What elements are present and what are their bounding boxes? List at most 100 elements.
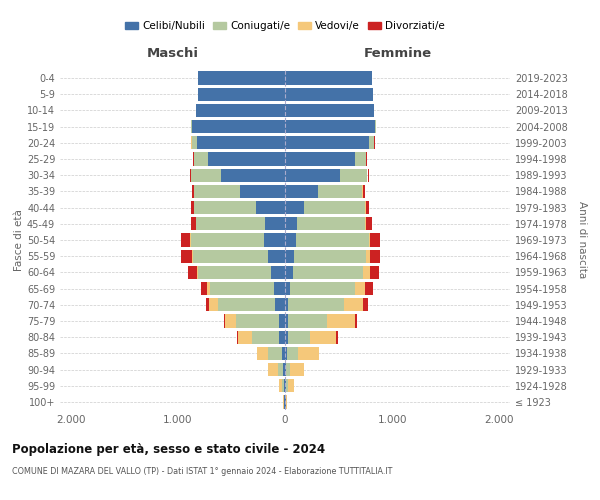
Bar <box>263 234 285 246</box>
Bar <box>210 282 274 295</box>
Bar <box>285 250 293 263</box>
Y-axis label: Fasce di età: Fasce di età <box>14 209 24 271</box>
Bar <box>191 234 263 246</box>
Bar <box>238 330 252 344</box>
Bar <box>252 330 278 344</box>
Bar <box>362 185 365 198</box>
Bar <box>370 234 380 246</box>
Bar <box>285 282 290 295</box>
Bar <box>310 330 337 344</box>
Bar <box>366 201 369 214</box>
Bar <box>365 217 367 230</box>
Bar <box>278 379 282 392</box>
Bar <box>198 266 271 279</box>
Bar <box>196 217 265 230</box>
Bar <box>197 136 285 149</box>
Bar <box>285 314 288 328</box>
Text: Femmine: Femmine <box>364 48 431 60</box>
Bar <box>290 363 304 376</box>
Bar <box>196 104 285 117</box>
Bar <box>370 250 380 263</box>
Text: Popolazione per età, sesso e stato civile - 2024: Popolazione per età, sesso e stato civil… <box>12 442 325 456</box>
Bar <box>286 379 288 392</box>
Bar <box>274 282 285 295</box>
Bar <box>206 298 209 312</box>
Bar <box>268 363 278 376</box>
Bar <box>368 168 369 182</box>
Bar <box>285 298 288 312</box>
Bar <box>298 346 319 360</box>
Bar <box>288 298 344 312</box>
Bar <box>192 250 193 263</box>
Bar <box>288 330 310 344</box>
Bar <box>290 282 355 295</box>
Bar <box>275 298 285 312</box>
Bar <box>257 346 268 360</box>
Bar <box>192 120 285 134</box>
Bar <box>278 330 285 344</box>
Bar <box>191 217 196 230</box>
Bar <box>240 185 285 198</box>
Bar <box>285 168 340 182</box>
Bar <box>188 266 197 279</box>
Bar <box>181 250 192 263</box>
Bar <box>355 314 357 328</box>
Bar <box>285 363 286 376</box>
Bar <box>193 250 268 263</box>
Bar <box>192 185 194 198</box>
Bar <box>265 217 285 230</box>
Bar <box>197 266 198 279</box>
Bar <box>194 201 256 214</box>
Bar <box>285 266 293 279</box>
Bar <box>285 104 374 117</box>
Bar <box>194 185 240 198</box>
Bar <box>304 201 365 214</box>
Bar <box>285 217 297 230</box>
Bar <box>284 379 285 392</box>
Bar <box>194 152 208 166</box>
Bar <box>296 234 368 246</box>
Bar <box>375 120 376 134</box>
Bar <box>365 282 373 295</box>
Bar <box>285 88 373 101</box>
Bar <box>293 250 367 263</box>
Bar <box>282 379 284 392</box>
Bar <box>367 250 370 263</box>
Bar <box>191 120 192 134</box>
Bar <box>370 266 379 279</box>
Bar <box>268 346 282 360</box>
Bar <box>198 72 285 85</box>
Bar <box>191 168 221 182</box>
Bar <box>344 298 363 312</box>
Bar <box>256 201 285 214</box>
Bar <box>190 168 191 182</box>
Bar <box>293 266 363 279</box>
Legend: Celibi/Nubili, Coniugati/e, Vedovi/e, Divorziati/e: Celibi/Nubili, Coniugati/e, Vedovi/e, Di… <box>125 21 445 31</box>
Bar <box>268 250 285 263</box>
Bar <box>288 379 293 392</box>
Bar <box>363 266 370 279</box>
Bar <box>363 298 367 312</box>
Bar <box>283 363 285 376</box>
Bar <box>278 363 283 376</box>
Bar <box>285 120 375 134</box>
Bar <box>327 314 355 328</box>
Bar <box>340 168 367 182</box>
Bar <box>208 152 285 166</box>
Bar <box>181 234 190 246</box>
Bar <box>225 314 236 328</box>
Bar <box>221 168 285 182</box>
Bar <box>285 136 368 149</box>
Bar <box>368 136 374 149</box>
Bar <box>271 266 285 279</box>
Bar <box>318 185 362 198</box>
Bar <box>278 314 285 328</box>
Bar <box>209 298 218 312</box>
Text: Maschi: Maschi <box>146 48 199 60</box>
Bar <box>285 234 296 246</box>
Bar <box>367 217 372 230</box>
Bar <box>202 282 207 295</box>
Bar <box>191 201 194 214</box>
Bar <box>288 314 327 328</box>
Bar <box>355 152 367 166</box>
